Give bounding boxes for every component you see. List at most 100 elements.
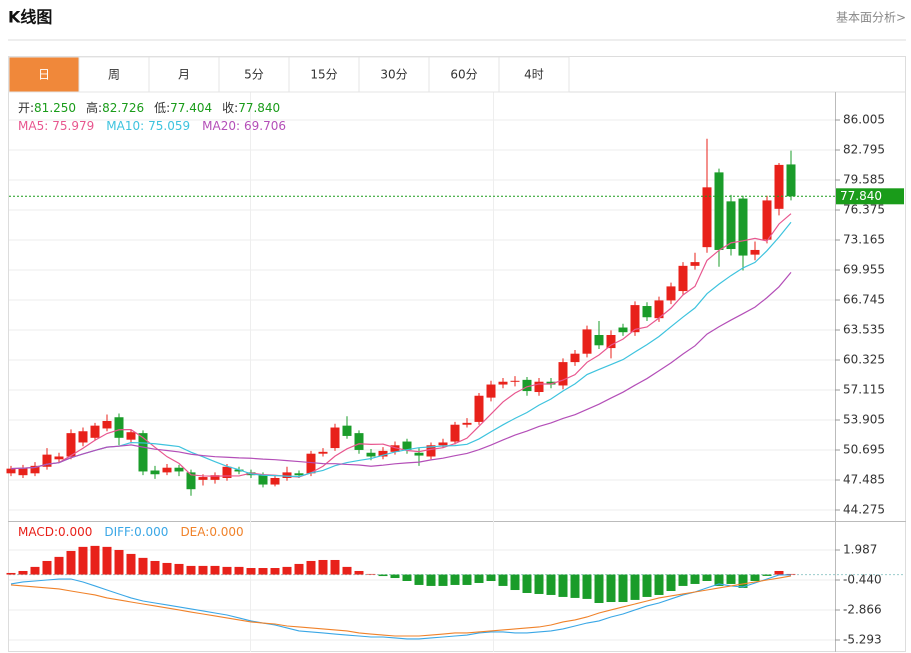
candle-body [786,164,796,197]
last-price-box [836,188,904,205]
candle-body [138,433,148,472]
candle-body [78,431,88,443]
macd-bar [474,574,484,583]
macd-bar [186,565,196,575]
macd-bar [342,566,352,575]
candle-body [270,477,280,485]
macd-bar [210,565,220,575]
candle-body [666,286,676,301]
candle-body [474,395,484,422]
last-price-label: 77.840 [840,189,882,203]
candle-body [222,466,232,478]
tab-label[interactable]: 5分 [244,68,264,82]
macd-bar [762,574,772,576]
legend: MACD:0.000 DIFF:0.000 DEA:0.000 [18,525,244,539]
ma-line [10,221,792,478]
macd-bar [114,549,124,575]
legend-name: 开: [18,101,34,115]
candle-body [426,445,436,457]
macd-bar [174,563,184,575]
macd-bar [450,574,460,585]
y-tick-label: -0.440 [843,573,882,587]
macd-bar [282,566,292,575]
macd-bar [750,574,760,581]
ma-line [10,271,792,470]
macd-bar [402,574,412,581]
candle-body [774,164,784,209]
candle-body [6,468,16,474]
candle-body [30,465,40,474]
macd-bar [30,566,40,575]
macd-line [10,574,791,640]
candle-body [702,187,712,248]
ma-line [10,213,792,478]
tab-label[interactable]: 周 [108,68,120,82]
tab[interactable] [428,56,500,93]
legend-name: 低: [154,101,170,115]
macd-bar [486,574,496,581]
candle-body [162,467,172,473]
tab[interactable] [498,56,570,93]
candle-body [414,452,424,456]
candle-body [318,451,328,454]
macd-bar [90,545,100,575]
candle-body [558,362,568,386]
legend-value: 77.840 [238,101,280,115]
legend-value: 0.000 [209,525,243,539]
candle-body [594,335,604,346]
legend: MA5: 75.979 MA10: 75.059 MA20: 69.706 [18,119,286,133]
tab-label[interactable]: 月 [178,68,190,82]
y-tick-label: 57.115 [843,383,885,397]
macd-bar [666,574,676,592]
tab[interactable] [218,56,290,93]
candle-body [726,201,736,250]
tab-label[interactable]: 4时 [524,68,544,82]
macd-bar [54,556,64,575]
tab[interactable] [288,56,360,93]
candle-body [102,420,112,429]
candle-body [210,475,220,480]
macd-bar [234,566,244,575]
candle-body [234,469,244,472]
macd-bar [462,574,472,585]
tab-label[interactable]: 15分 [310,68,337,82]
macd-bar [354,570,364,575]
macd-bar [426,574,436,586]
tab[interactable] [8,56,80,93]
candle-body [522,379,532,392]
candle-body [606,335,616,349]
legend-value: 75.979 [52,119,94,133]
macd-bar [726,574,736,584]
macd-bar [678,574,688,586]
tab-label[interactable]: 60分 [450,68,477,82]
legend-name: 收: [222,101,238,115]
legend-value: 81.250 [34,101,76,115]
candle-body [150,470,160,475]
candle-body [306,453,316,474]
fundamental-link[interactable]: 基本面分析> [836,11,906,25]
candle-body [174,467,184,472]
y-tick-label: 66.745 [843,293,885,307]
macd-bar [642,574,652,597]
legend-name: 高: [86,100,102,115]
macd-bar [378,574,388,577]
candle-body [42,454,52,467]
macd-bar [78,546,88,575]
macd-bar [294,563,304,575]
y-tick-label: 73.165 [843,233,885,247]
legend-name: MA10: [106,119,144,133]
legend-name: MA5: [18,119,48,133]
y-tick-label: 69.955 [843,263,885,277]
candle-body [738,198,748,256]
tab-label[interactable]: 日 [38,68,50,82]
macd-bar [366,573,376,575]
y-tick-label: 1.987 [843,543,877,557]
candle-body [654,300,664,319]
tab-label[interactable]: 30分 [380,68,407,82]
tab[interactable] [148,56,220,93]
candle-body [546,381,556,385]
macd-bar [306,560,316,575]
legend-name: DIFF: [104,525,134,539]
tab[interactable] [78,56,150,93]
